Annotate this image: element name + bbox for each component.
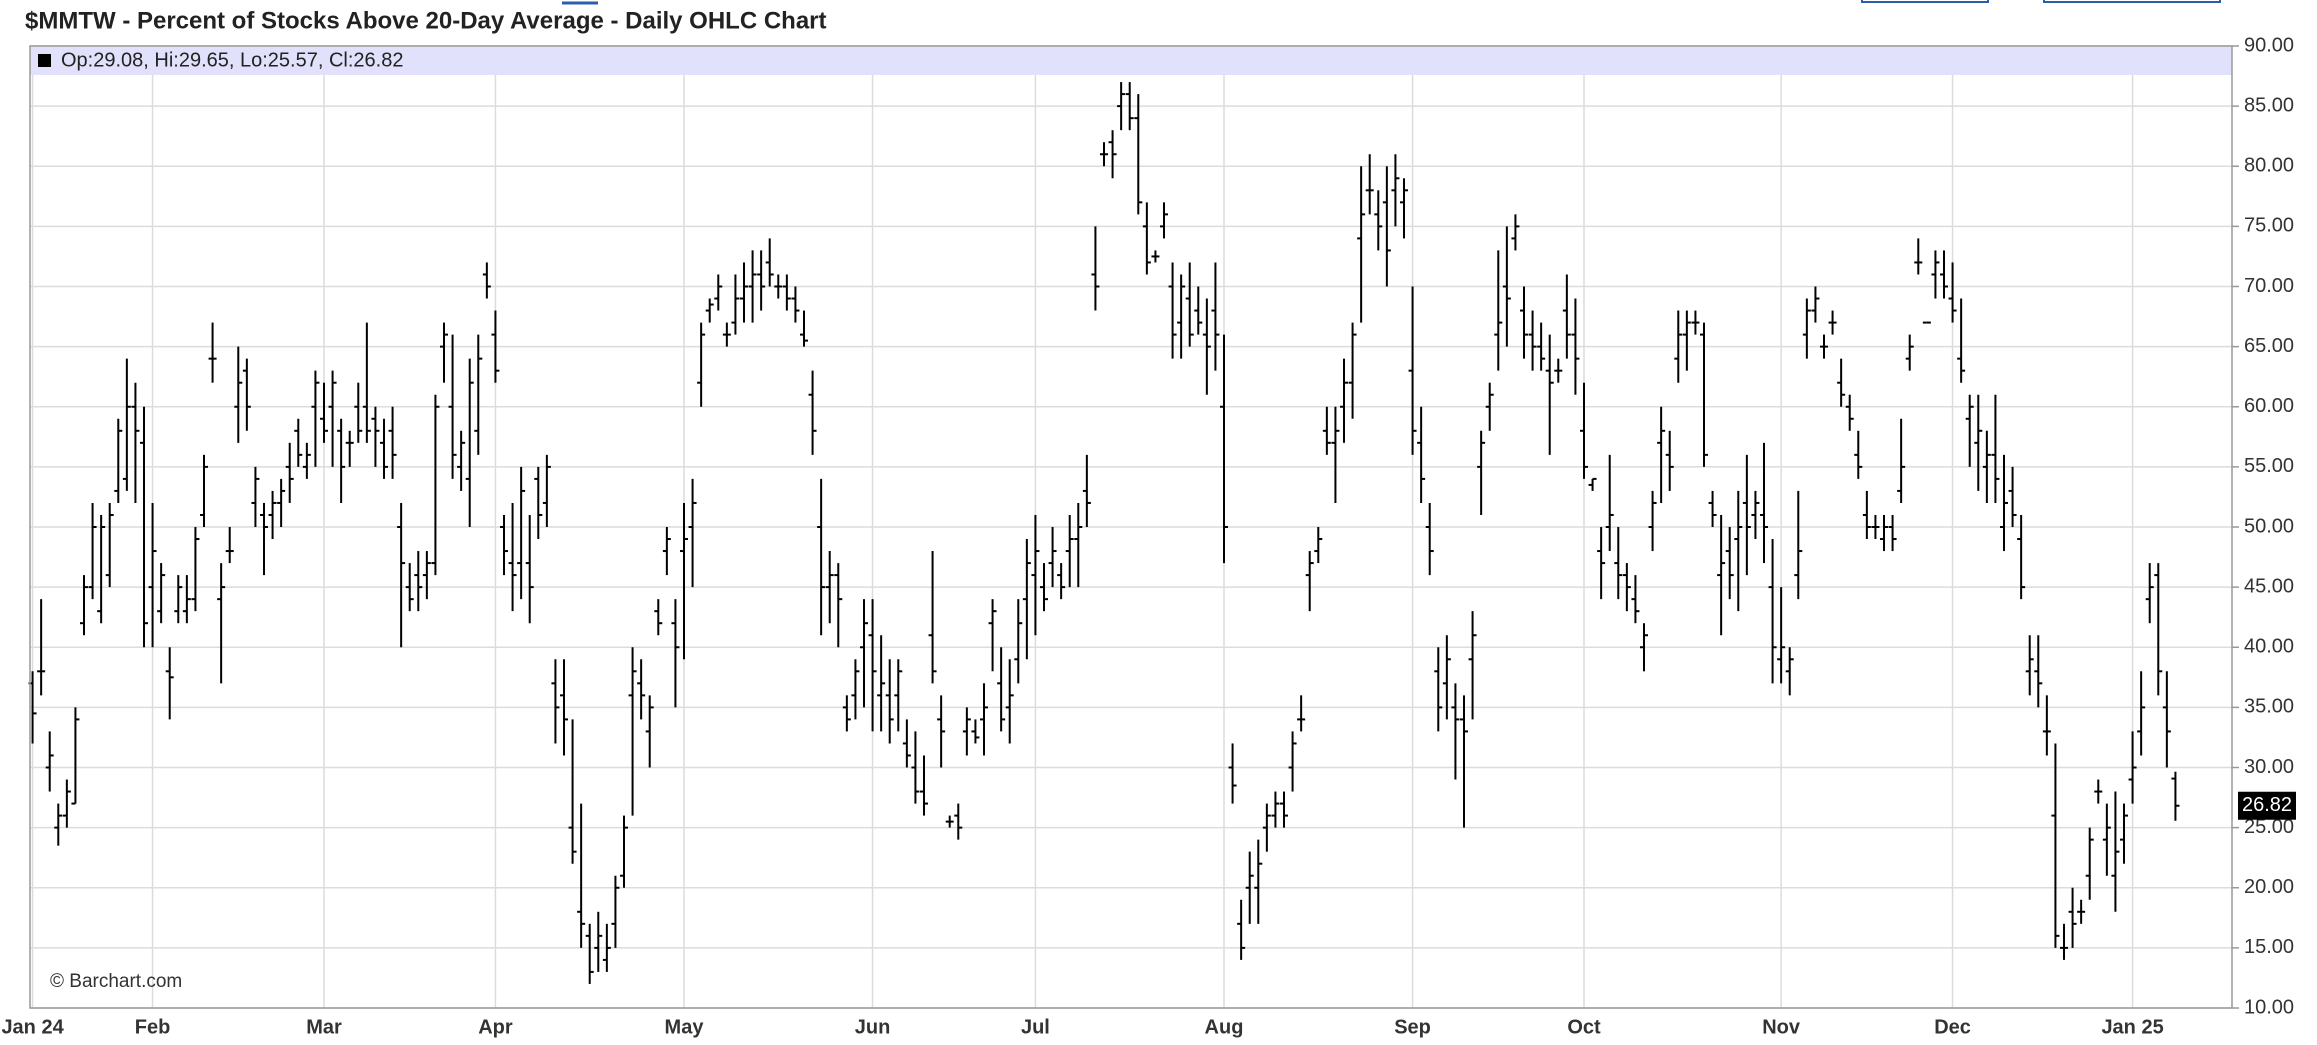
- x-tick-label: Jan 25: [2101, 1016, 2163, 1038]
- y-tick-label: 35.00: [2244, 696, 2294, 718]
- x-tick-label: Jan 24: [1, 1016, 64, 1038]
- y-tick-label: 85.00: [2244, 94, 2294, 116]
- info-band: [30, 46, 2232, 75]
- y-tick-label: 55.00: [2244, 455, 2294, 477]
- chart-title: $MMTW - Percent of Stocks Above 20-Day A…: [25, 7, 827, 34]
- x-tick-label: Mar: [306, 1016, 342, 1038]
- last-price-box: [2238, 791, 2296, 820]
- info-label: Op:29.08, Hi:29.65, Lo:25.57, Cl:26.82: [61, 49, 403, 71]
- y-tick-label: 70.00: [2244, 275, 2294, 297]
- x-tick-label: May: [665, 1016, 705, 1038]
- x-tick-label: Dec: [1934, 1016, 1971, 1038]
- y-tick-label: 15.00: [2244, 936, 2294, 958]
- toolbar-button[interactable]: [1861, 0, 1989, 3]
- ohlc-bars: [28, 82, 2180, 984]
- credit: © Barchart.com: [50, 971, 182, 992]
- y-tick-label: 90.00: [2244, 34, 2294, 56]
- x-tick-label: Apr: [478, 1016, 513, 1038]
- info-swatch: [38, 54, 51, 67]
- y-tick-label: 45.00: [2244, 575, 2294, 597]
- last-price-label: 26.82: [2242, 794, 2292, 816]
- y-tick-label: 20.00: [2244, 876, 2294, 898]
- y-tick-label: 40.00: [2244, 636, 2294, 658]
- x-tick-label: Jun: [855, 1016, 891, 1038]
- axes: 10.00 15.00 20.00 25.00 30.00 35.00 40.00 45.00…: [1, 34, 2296, 1038]
- y-tick-label: 60.00: [2244, 395, 2294, 417]
- y-tick-label: 50.00: [2244, 515, 2294, 537]
- y-tick-label: 30.00: [2244, 756, 2294, 778]
- y-tick-label: 25.00: [2244, 816, 2294, 838]
- y-tick-label: 75.00: [2244, 215, 2294, 237]
- x-tick-label: Nov: [1762, 1016, 1801, 1038]
- x-tick-label: Feb: [135, 1016, 171, 1038]
- y-tick-label: 80.00: [2244, 155, 2294, 177]
- x-tick-label: Jul: [1021, 1016, 1050, 1038]
- x-tick-label: Sep: [1394, 1016, 1431, 1038]
- x-tick-label: Aug: [1205, 1016, 1244, 1038]
- grid: [30, 45, 2232, 1009]
- y-tick-label: 65.00: [2244, 335, 2294, 357]
- y-tick-label: 10.00: [2244, 996, 2294, 1018]
- toolbar-button[interactable]: [2043, 0, 2221, 3]
- x-tick-label: Oct: [1567, 1016, 1601, 1038]
